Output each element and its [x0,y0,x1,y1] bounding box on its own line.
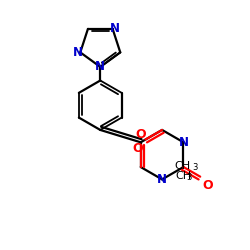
Text: CH: CH [176,171,192,181]
Text: N: N [110,22,120,36]
Text: N: N [178,136,188,149]
Text: 3: 3 [193,162,198,172]
Text: 3: 3 [186,173,192,182]
Text: N: N [73,46,83,59]
Text: O: O [132,142,143,155]
Text: N: N [95,60,105,74]
Text: O: O [135,128,146,141]
Text: O: O [203,179,213,192]
Text: N: N [157,173,167,186]
Text: CH: CH [174,161,190,171]
